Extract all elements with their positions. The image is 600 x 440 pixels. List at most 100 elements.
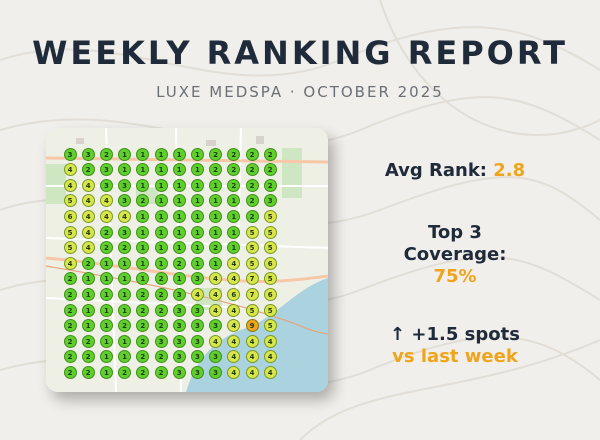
rank-pin[interactable]: 5 (63, 194, 77, 208)
rank-pin[interactable]: 2 (136, 334, 150, 348)
rank-pin[interactable]: 3 (99, 178, 113, 192)
rank-pin[interactable]: 5 (245, 225, 259, 239)
rank-pin[interactable]: 2 (245, 147, 259, 161)
rank-pin[interactable]: 2 (245, 178, 259, 192)
rank-pin[interactable]: 2 (245, 209, 259, 223)
rank-pin[interactable]: 1 (99, 350, 113, 364)
rank-pin[interactable]: 2 (136, 365, 150, 379)
rank-pin[interactable]: 1 (190, 178, 204, 192)
rank-pin[interactable]: 2 (245, 194, 259, 208)
rank-pin[interactable]: 6 (227, 287, 241, 301)
rank-pin[interactable]: 5 (263, 303, 277, 317)
rank-pin[interactable]: 1 (118, 256, 132, 270)
rank-pin[interactable]: 1 (99, 365, 113, 379)
rank-pin[interactable]: 1 (209, 209, 223, 223)
rank-pin[interactable]: 4 (245, 350, 259, 364)
rank-pin[interactable]: 2 (63, 272, 77, 286)
rank-pin[interactable]: 2 (63, 319, 77, 333)
rank-pin[interactable]: 1 (118, 272, 132, 286)
rank-pin[interactable]: 1 (81, 303, 95, 317)
rank-pin[interactable]: 2 (136, 194, 150, 208)
rank-pin[interactable]: 1 (209, 194, 223, 208)
rank-pin[interactable]: 1 (172, 194, 186, 208)
rank-pin[interactable]: 2 (263, 163, 277, 177)
rank-pin[interactable]: 1 (172, 272, 186, 286)
rank-pin[interactable]: 3 (190, 303, 204, 317)
rank-pin[interactable]: 2 (118, 319, 132, 333)
rank-pin[interactable]: 1 (227, 241, 241, 255)
rank-pin[interactable]: 3 (263, 194, 277, 208)
rank-pin[interactable]: 3 (209, 350, 223, 364)
rank-pin[interactable]: 2 (154, 350, 168, 364)
rank-pin[interactable]: 4 (227, 272, 241, 286)
rank-pin[interactable]: 1 (190, 147, 204, 161)
rank-pin[interactable]: 1 (99, 272, 113, 286)
rank-pin[interactable]: 1 (136, 163, 150, 177)
rank-pin[interactable]: 1 (227, 209, 241, 223)
rank-pin[interactable]: 5 (263, 272, 277, 286)
rank-pin[interactable]: 3 (118, 178, 132, 192)
rank-pin[interactable]: 4 (263, 350, 277, 364)
rank-pin[interactable]: 1 (154, 225, 168, 239)
rank-pin[interactable]: 3 (209, 365, 223, 379)
rank-pin[interactable]: 4 (118, 209, 132, 223)
rank-pin[interactable]: 1 (118, 287, 132, 301)
rank-pin[interactable]: 2 (227, 163, 241, 177)
rank-pin[interactable]: 7 (245, 272, 259, 286)
rank-pin[interactable]: 4 (209, 287, 223, 301)
rank-pin[interactable]: 2 (118, 241, 132, 255)
rank-pin[interactable]: 6 (63, 209, 77, 223)
rank-pin[interactable]: 4 (209, 272, 223, 286)
rank-pin[interactable]: 1 (136, 209, 150, 223)
rank-pin[interactable]: 2 (154, 272, 168, 286)
rank-pin[interactable]: 1 (209, 225, 223, 239)
rank-pin[interactable]: 2 (81, 163, 95, 177)
rank-pin[interactable]: 2 (63, 287, 77, 301)
rank-pin[interactable]: 3 (172, 365, 186, 379)
rank-pin[interactable]: 1 (118, 147, 132, 161)
rank-pin[interactable]: 4 (245, 334, 259, 348)
rank-pin[interactable]: 3 (190, 350, 204, 364)
rank-pin[interactable]: 1 (99, 334, 113, 348)
rank-pin[interactable]: 2 (172, 256, 186, 270)
rank-pin[interactable]: 4 (63, 163, 77, 177)
rank-pin[interactable]: 1 (118, 303, 132, 317)
rank-pin[interactable]: 1 (81, 287, 95, 301)
rank-pin[interactable]: 1 (190, 209, 204, 223)
rank-pin[interactable]: 4 (245, 365, 259, 379)
rank-pin[interactable]: 1 (99, 319, 113, 333)
rank-pin[interactable]: 6 (263, 287, 277, 301)
rank-pin[interactable]: 1 (154, 163, 168, 177)
rank-pin[interactable]: 4 (209, 334, 223, 348)
rank-pin[interactable]: 3 (172, 287, 186, 301)
rank-pin[interactable]: 2 (209, 147, 223, 161)
rank-pin[interactable]: 3 (190, 334, 204, 348)
rank-pin[interactable]: 3 (118, 225, 132, 239)
rank-pin[interactable]: 2 (136, 303, 150, 317)
rank-pin[interactable]: 4 (99, 194, 113, 208)
rank-pin[interactable]: 4 (81, 178, 95, 192)
rank-pin[interactable]: 3 (99, 163, 113, 177)
rank-pin[interactable]: 5 (63, 225, 77, 239)
rank-pin[interactable]: 4 (63, 256, 77, 270)
rank-pin[interactable]: 1 (81, 272, 95, 286)
rank-pin[interactable]: 4 (81, 194, 95, 208)
rank-pin[interactable]: 4 (227, 365, 241, 379)
rank-pin[interactable]: 1 (118, 350, 132, 364)
rank-pin[interactable]: 1 (227, 194, 241, 208)
rank-pin[interactable]: 1 (118, 163, 132, 177)
rank-pin[interactable]: 3 (118, 194, 132, 208)
rank-pin[interactable]: 5 (263, 209, 277, 223)
rank-pin[interactable]: 4 (81, 225, 95, 239)
rank-pin[interactable]: 4 (227, 319, 241, 333)
rank-pin[interactable]: 1 (136, 272, 150, 286)
rank-pin[interactable]: 5 (245, 256, 259, 270)
rank-pin[interactable]: 2 (99, 241, 113, 255)
rank-pin[interactable]: 4 (190, 287, 204, 301)
rank-pin[interactable]: 1 (154, 178, 168, 192)
rank-pin[interactable]: 2 (63, 303, 77, 317)
rank-pin[interactable]: 2 (136, 287, 150, 301)
rank-pin[interactable]: 1 (190, 194, 204, 208)
rank-pin[interactable]: 1 (172, 225, 186, 239)
rank-pin[interactable]: 2 (154, 365, 168, 379)
